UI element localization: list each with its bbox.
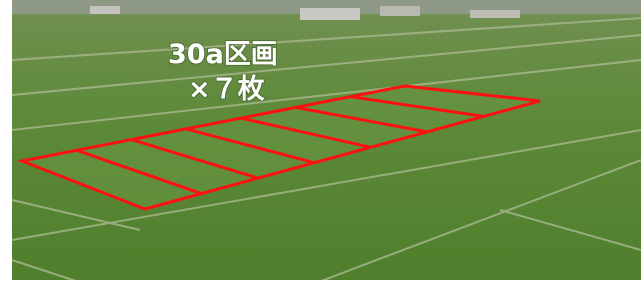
caption-line: ×７枚 bbox=[188, 74, 265, 105]
caption-line: 30a区画 bbox=[168, 39, 278, 70]
photo: 30a区画 ×７枚 bbox=[0, 0, 641, 289]
scene bbox=[0, 0, 641, 289]
